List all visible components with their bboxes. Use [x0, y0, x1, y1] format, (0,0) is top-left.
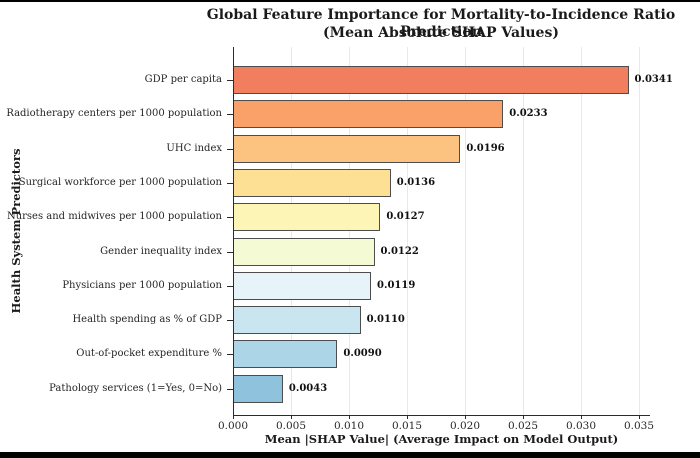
category-label: GDP per capita [144, 74, 222, 85]
bar [233, 168, 391, 197]
y-tick-mark [227, 80, 233, 81]
x-tick-mark [638, 415, 640, 419]
y-tick-mark [227, 148, 233, 150]
bar [233, 203, 381, 232]
x-tick-label: 0.020 [449, 420, 481, 432]
category-label: UHC index [166, 142, 222, 154]
y-tick-mark [227, 114, 233, 116]
x-tick-mark [348, 415, 350, 419]
y-tick-mark [227, 320, 233, 322]
value-label: 0.0127 [386, 211, 425, 223]
x-tick-label: 0.035 [623, 420, 654, 432]
value-label: 0.0119 [377, 279, 416, 291]
x-tick-mark [233, 415, 234, 419]
category-label: Radiotherapy centers per 1000 population [6, 108, 222, 120]
y-tick-mark [227, 251, 233, 253]
y-axis-spine [233, 47, 234, 416]
x-tick-label: 0.030 [565, 420, 596, 432]
gridline [580, 47, 582, 415]
value-label: 0.0136 [396, 176, 436, 188]
y-tick-mark [227, 354, 233, 356]
category-label: Surgical workforce per 1000 population [18, 176, 222, 188]
value-label: 0.0043 [288, 382, 328, 394]
category-label: Nurses and midwives per 1000 population [6, 211, 222, 223]
x-tick-mark [406, 415, 408, 419]
bar [233, 134, 461, 163]
x-tick-label: 0.005 [275, 420, 307, 432]
y-tick-mark [227, 217, 233, 219]
x-tick-mark [464, 415, 466, 419]
y-axis-label: Health System Predictors [9, 148, 23, 314]
top-frame-border [0, 0, 700, 2]
category-label: Out-of-pocket expenditure % [76, 348, 222, 360]
value-label: 0.0122 [380, 245, 419, 257]
value-label: 0.0196 [466, 142, 505, 154]
category-label: Pathology services (1=Yes, 0=No) [49, 382, 222, 394]
value-label: 0.0341 [634, 74, 673, 85]
x-tick-mark [580, 415, 582, 419]
value-label: 0.0110 [366, 314, 405, 326]
bar [233, 271, 372, 300]
bar [233, 306, 361, 335]
y-tick-mark [227, 285, 233, 287]
category-label: Gender inequality index [100, 245, 222, 257]
x-tick-mark [522, 415, 524, 419]
x-tick-label: 0.010 [333, 420, 365, 432]
gridline [638, 47, 640, 415]
category-label: Physicians per 1000 population [62, 279, 222, 291]
value-label: 0.0090 [343, 348, 382, 360]
gridline [406, 47, 408, 415]
x-tick-label: 0.000 [217, 420, 249, 432]
x-tick-label: 0.015 [391, 420, 423, 432]
value-label: 0.0233 [509, 108, 548, 120]
bar [233, 237, 375, 266]
bar [233, 100, 504, 129]
gridline [464, 47, 466, 415]
chart-title: Global Feature Importance for Mortality-… [206, 7, 676, 40]
bar [233, 340, 338, 369]
bottom-frame-border [0, 452, 700, 458]
x-tick-label: 0.025 [507, 420, 539, 432]
bar [233, 66, 629, 94]
x-tick-mark [290, 415, 292, 419]
y-tick-mark [227, 182, 233, 184]
x-axis-label: Mean |SHAP Value| (Average Impact on Mod… [264, 432, 619, 446]
category-label: Health spending as % of GDP [72, 314, 222, 326]
bar [233, 374, 283, 403]
gridline [522, 47, 524, 415]
x-axis-spine [233, 415, 650, 416]
y-tick-mark [227, 388, 233, 390]
chart-subtitle: (Mean Absolute SHAP Values) [323, 25, 559, 41]
